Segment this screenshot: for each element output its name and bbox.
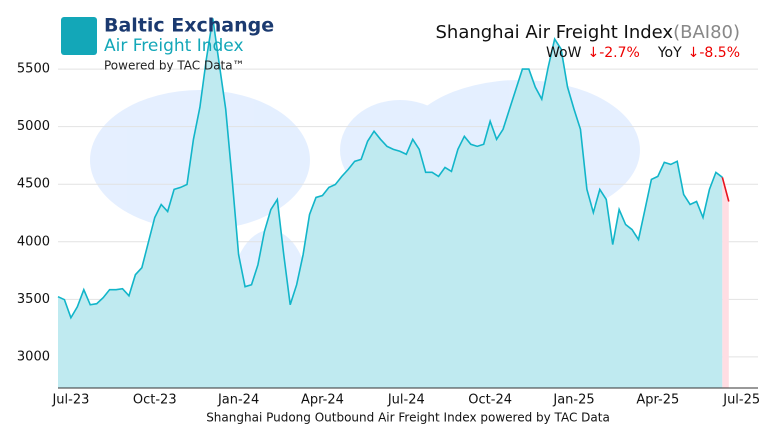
- plot: [57, 18, 758, 389]
- x-tick-label: Jul-25: [722, 393, 760, 408]
- change-summary: WoW ↓-2.7% YoY ↓-8.5%: [546, 45, 740, 61]
- area: [58, 18, 723, 389]
- brand-name: Baltic Exchange: [104, 15, 274, 37]
- brand-powered: Powered by TAC Data™: [104, 59, 245, 73]
- logo: Baltic Exchange Air Freight Index Powere…: [61, 15, 274, 73]
- latest-area: [722, 177, 729, 388]
- chart-title: Shanghai Air Freight Index(BAI80): [435, 22, 740, 43]
- x-tick-label: Apr-25: [636, 393, 679, 408]
- y-tick-label: 5500: [17, 62, 50, 77]
- latest-line: [721, 177, 730, 202]
- change-value: ↓-8.5%: [688, 45, 740, 61]
- x-tick-label: Apr-24: [301, 393, 344, 408]
- x-tick-label: Jul-23: [51, 393, 89, 408]
- change-value: ↓-2.7%: [587, 45, 639, 61]
- x-tick-label: Jul-24: [387, 393, 425, 408]
- y-tick-label: 4500: [17, 177, 50, 192]
- title-code: (BAI80): [673, 22, 740, 43]
- brand-product: Air Freight Index: [104, 36, 244, 56]
- y-tick-label: 4000: [17, 234, 50, 249]
- x-tick-label: Oct-24: [468, 393, 512, 408]
- y-tick-label: 5000: [17, 119, 50, 134]
- y-tick-label: 3000: [17, 349, 50, 364]
- x-tick-label: Jan-24: [217, 393, 259, 408]
- x-tick-label: Jan-25: [552, 393, 594, 408]
- change-label: YoY: [657, 45, 682, 61]
- line: [57, 18, 723, 320]
- title-main: Shanghai Air Freight Index: [435, 22, 673, 43]
- caption: Shanghai Pudong Outbound Air Freight Ind…: [206, 411, 610, 425]
- x-tick-label: Oct-23: [133, 393, 177, 408]
- change-label: WoW: [546, 45, 582, 61]
- y-tick-label: 3500: [17, 292, 50, 307]
- logo-icon: [61, 17, 97, 55]
